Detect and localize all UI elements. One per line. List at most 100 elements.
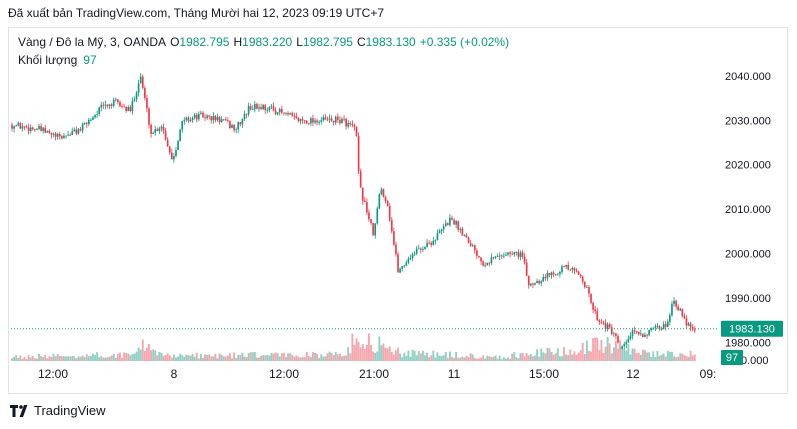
volume-bar	[77, 356, 80, 361]
volume-bar	[583, 353, 586, 361]
candle-body	[573, 267, 576, 271]
candle-body	[444, 223, 447, 227]
candle-body	[27, 127, 30, 132]
candle-body	[328, 118, 331, 120]
candle-body	[673, 300, 675, 304]
candle-body	[334, 116, 337, 123]
volume-bar	[187, 355, 190, 361]
candle-body	[131, 100, 134, 112]
candle-body	[571, 267, 574, 270]
candle-body	[133, 99, 136, 101]
volume-bar	[276, 353, 279, 361]
candle-body	[608, 324, 611, 328]
volume-bar	[641, 349, 644, 361]
volume-bar	[554, 353, 557, 361]
candle-body	[241, 118, 244, 125]
candle-body	[604, 322, 607, 329]
volume-bar	[455, 351, 458, 361]
candle-body	[83, 122, 86, 124]
volume-bar	[255, 357, 258, 361]
volume-bar	[287, 353, 289, 361]
candle-body	[100, 104, 103, 108]
candle-body	[422, 249, 424, 250]
last-volume-badge	[721, 350, 743, 365]
candle-body	[21, 126, 24, 129]
volume-bar	[542, 352, 545, 361]
candle-body	[681, 308, 684, 317]
volume-bar	[365, 344, 368, 361]
volume-bar	[141, 339, 144, 361]
volume-bar	[150, 350, 153, 361]
candle-body	[442, 226, 445, 230]
candle-body	[366, 202, 368, 213]
symbol-label[interactable]: Vàng / Đô la Mỹ, 3, OANDA	[18, 35, 167, 49]
volume-bar	[361, 344, 364, 361]
high-item: H1983.220	[233, 35, 293, 49]
volume-bar	[280, 353, 283, 361]
volume-bar	[33, 358, 36, 361]
volume-bar	[500, 359, 503, 361]
volume-bar	[448, 351, 451, 361]
candle-body	[108, 104, 111, 107]
candle-body	[224, 119, 227, 121]
candle-body	[561, 266, 563, 272]
volume-bar	[96, 352, 99, 361]
candle-body	[407, 258, 410, 263]
volume-bar	[175, 357, 177, 361]
volume-bar	[58, 355, 61, 361]
candle-body	[505, 254, 507, 256]
candle-body	[293, 115, 296, 117]
candle-body	[646, 334, 648, 336]
candle-body	[156, 129, 159, 131]
candle-body	[650, 328, 653, 330]
candle-body	[285, 112, 287, 114]
candle-body	[492, 257, 495, 259]
candle-body	[303, 120, 306, 122]
candle-body	[229, 120, 231, 129]
volume-bar	[614, 340, 617, 361]
volume-bar	[540, 348, 543, 361]
volume-bar	[488, 356, 491, 361]
candle-body	[534, 283, 536, 285]
volume-bar	[270, 352, 273, 361]
x-tick-label: 12:00	[269, 367, 299, 381]
volume-bar	[52, 353, 55, 361]
volume-bar	[125, 352, 128, 361]
volume-bar	[505, 358, 507, 361]
volume-bar	[268, 355, 271, 361]
candle-body	[71, 131, 74, 136]
candle-body	[54, 133, 57, 137]
candle-body	[449, 217, 451, 226]
volume-bar	[388, 346, 391, 361]
volume-bar	[249, 352, 252, 361]
volume-bar	[13, 356, 16, 361]
volume-bar	[148, 343, 150, 361]
candle-body	[73, 129, 76, 132]
price-chart[interactable]: 0.000 1980.000 1990.000 2000.000 2010.000 202…	[9, 28, 787, 393]
volume-bar	[36, 358, 38, 361]
volume-bar	[511, 353, 514, 361]
candle-body	[11, 124, 13, 129]
volume-bar	[548, 348, 551, 361]
volume-bar	[494, 355, 497, 361]
candle-body	[372, 222, 374, 236]
footer-brand[interactable]: TradingView	[34, 403, 106, 418]
candle-body	[102, 104, 105, 106]
volume-bar	[285, 356, 287, 361]
volume-bar	[544, 353, 547, 361]
volume-bar	[473, 357, 476, 361]
candle-body	[538, 281, 540, 284]
volume-bar	[27, 355, 30, 361]
volume-bar	[434, 357, 437, 361]
candle-body	[227, 120, 229, 121]
volume-bar	[253, 352, 256, 361]
volume-bar	[89, 355, 92, 361]
candle-body	[345, 118, 347, 127]
candle-body	[343, 118, 345, 120]
volume-bar	[509, 358, 512, 361]
candle-body	[397, 254, 399, 273]
candle-body	[590, 293, 592, 303]
volume-label[interactable]: Khối lượng	[18, 53, 78, 67]
candle-body	[467, 237, 470, 244]
candle-body	[438, 230, 441, 234]
